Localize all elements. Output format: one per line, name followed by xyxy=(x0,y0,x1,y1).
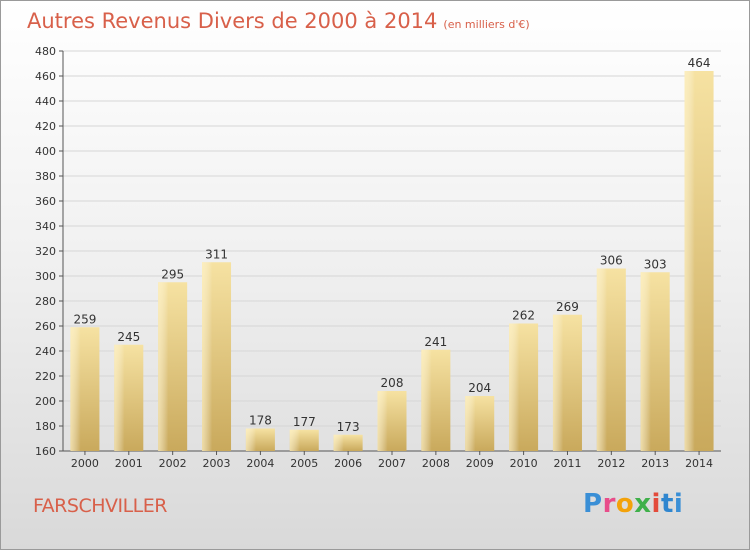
y-tick-label: 480 xyxy=(35,45,56,58)
bar-value-label: 173 xyxy=(337,420,360,434)
logo-letter: r xyxy=(602,489,616,519)
bar-value-label: 262 xyxy=(512,309,535,323)
logo-letter: i xyxy=(651,489,661,519)
bar-value-label: 303 xyxy=(644,257,667,271)
chart-subtitle: (en milliers d'€) xyxy=(443,18,530,31)
bar-value-label: 204 xyxy=(468,381,491,395)
bar-highlight xyxy=(421,349,432,451)
x-tick-label: 2004 xyxy=(246,457,274,470)
y-tick-label: 440 xyxy=(35,95,56,108)
y-tick-label: 340 xyxy=(35,220,56,233)
y-tick-label: 160 xyxy=(35,445,56,458)
logo-letter: x xyxy=(634,489,652,519)
bar-highlight xyxy=(465,396,476,451)
x-tick-label: 2012 xyxy=(597,457,625,470)
logo-letter: P xyxy=(583,489,603,519)
x-tick-label: 2009 xyxy=(466,457,494,470)
chart-title: Autres Revenus Divers de 2000 à 2014 (en … xyxy=(27,9,530,33)
bar-value-label: 464 xyxy=(688,56,711,70)
place-name: FARSCHVILLER xyxy=(33,495,167,517)
x-tick-label: 2010 xyxy=(510,457,538,470)
bars xyxy=(70,71,714,451)
proxiti-logo: Proxiti xyxy=(583,489,683,519)
bar-value-label: 306 xyxy=(600,254,623,268)
y-tick-label: 320 xyxy=(35,245,56,258)
logo-letter: t xyxy=(660,489,674,519)
bar-highlight xyxy=(158,282,169,451)
bar-value-label: 241 xyxy=(424,335,447,349)
y-tick-label: 220 xyxy=(35,370,56,383)
bar-highlight xyxy=(202,262,213,451)
bar-value-label: 269 xyxy=(556,300,579,314)
bar-highlight xyxy=(245,428,257,451)
bar-highlight xyxy=(509,323,520,451)
y-tick-label: 400 xyxy=(35,145,56,158)
bar-value-label: 208 xyxy=(381,376,404,390)
bar-highlight xyxy=(552,314,564,451)
y-tick-label: 460 xyxy=(35,70,56,83)
bar-highlight xyxy=(684,71,695,451)
x-tick-label: 2011 xyxy=(553,457,581,470)
bar-value-label: 311 xyxy=(205,247,228,261)
y-tick-label: 180 xyxy=(35,420,56,433)
bar-highlight xyxy=(289,429,300,451)
x-tick-label: 2000 xyxy=(71,457,99,470)
bar-value-label: 178 xyxy=(249,414,272,428)
logo-letter: o xyxy=(615,489,635,519)
x-tick-label: 2003 xyxy=(203,457,231,470)
y-tick-label: 280 xyxy=(35,295,56,308)
bar-highlight xyxy=(640,272,651,451)
y-tick-label: 240 xyxy=(35,345,56,358)
labels: 160 180 200 220 240 260 280 300 320 340 360 380 400 4… xyxy=(35,45,713,470)
x-tick-label: 2007 xyxy=(378,457,406,470)
logo-letter: i xyxy=(673,489,684,519)
x-tick-label: 2013 xyxy=(641,457,669,470)
x-tick-label: 2001 xyxy=(115,457,143,470)
y-tick-label: 260 xyxy=(35,320,56,333)
y-tick-label: 300 xyxy=(35,270,56,283)
bar-highlight xyxy=(114,344,125,451)
x-tick-label: 2006 xyxy=(334,457,362,470)
bar-highlight xyxy=(70,327,81,451)
bar-value-label: 245 xyxy=(117,330,140,344)
bar-highlight xyxy=(333,434,344,451)
bar-value-label: 295 xyxy=(161,267,184,281)
x-tick-label: 2002 xyxy=(159,457,187,470)
bar-highlight xyxy=(596,268,607,451)
y-tick-label: 380 xyxy=(35,170,56,183)
bar-value-label: 259 xyxy=(73,312,96,326)
x-tick-label: 2005 xyxy=(290,457,318,470)
x-tick-label: 2008 xyxy=(422,457,450,470)
y-tick-label: 360 xyxy=(35,195,56,208)
y-tick-label: 200 xyxy=(35,395,56,408)
bar-value-label: 177 xyxy=(293,415,316,429)
x-tick-label: 2014 xyxy=(685,457,713,470)
y-tick-label: 420 xyxy=(35,120,56,133)
bar-highlight xyxy=(377,391,388,451)
